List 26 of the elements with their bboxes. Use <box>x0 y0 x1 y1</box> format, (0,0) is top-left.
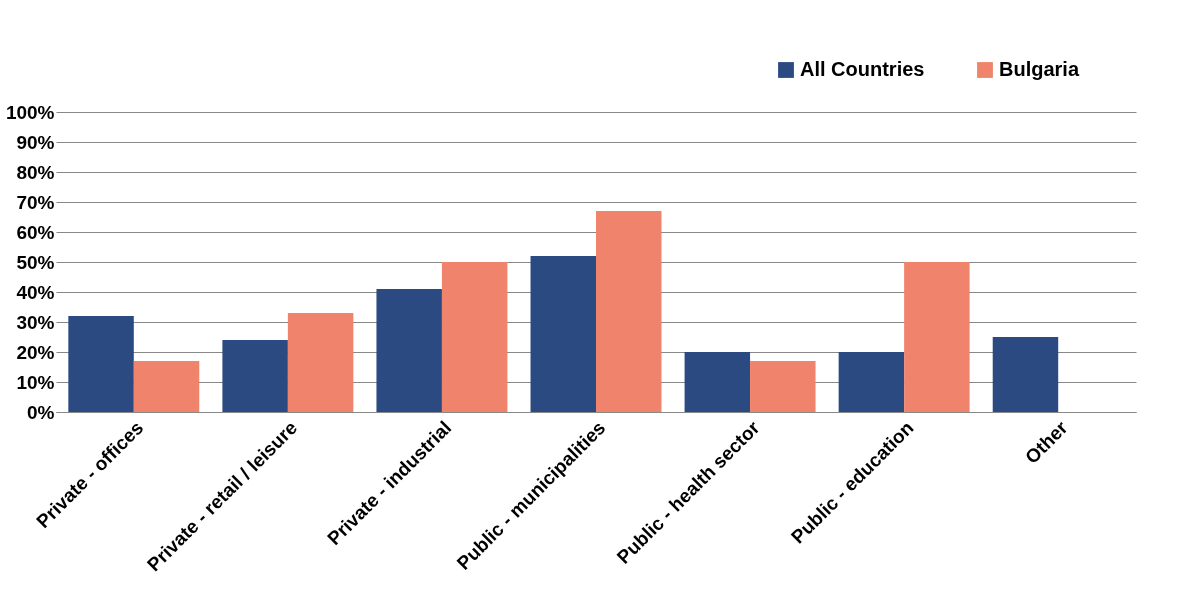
y-tick-label: 10% <box>16 371 55 393</box>
bar <box>287 313 354 412</box>
legend-label: All Countries <box>800 58 925 80</box>
bar <box>992 337 1059 412</box>
y-tick-label: 0% <box>27 401 55 423</box>
bar <box>376 289 442 412</box>
y-tick-label: 60% <box>16 221 55 243</box>
bar <box>133 361 200 412</box>
bar <box>904 262 970 412</box>
y-tick-label: 70% <box>16 191 55 213</box>
bar <box>530 256 596 412</box>
bar <box>596 211 662 412</box>
y-tick-label: 90% <box>16 131 55 153</box>
legend-label: Bulgaria <box>999 58 1080 80</box>
y-tick-label: 40% <box>16 281 55 303</box>
y-tick-label: 80% <box>16 161 55 183</box>
y-tick-label: 20% <box>16 341 55 363</box>
bar <box>68 316 134 412</box>
bar <box>684 352 751 412</box>
y-tick-label: 100% <box>5 101 55 123</box>
bar <box>222 340 288 412</box>
bar <box>441 262 508 412</box>
y-tick-label: 30% <box>16 311 55 333</box>
bar <box>838 352 905 412</box>
y-tick-label: 50% <box>16 251 55 273</box>
bar <box>750 361 816 412</box>
